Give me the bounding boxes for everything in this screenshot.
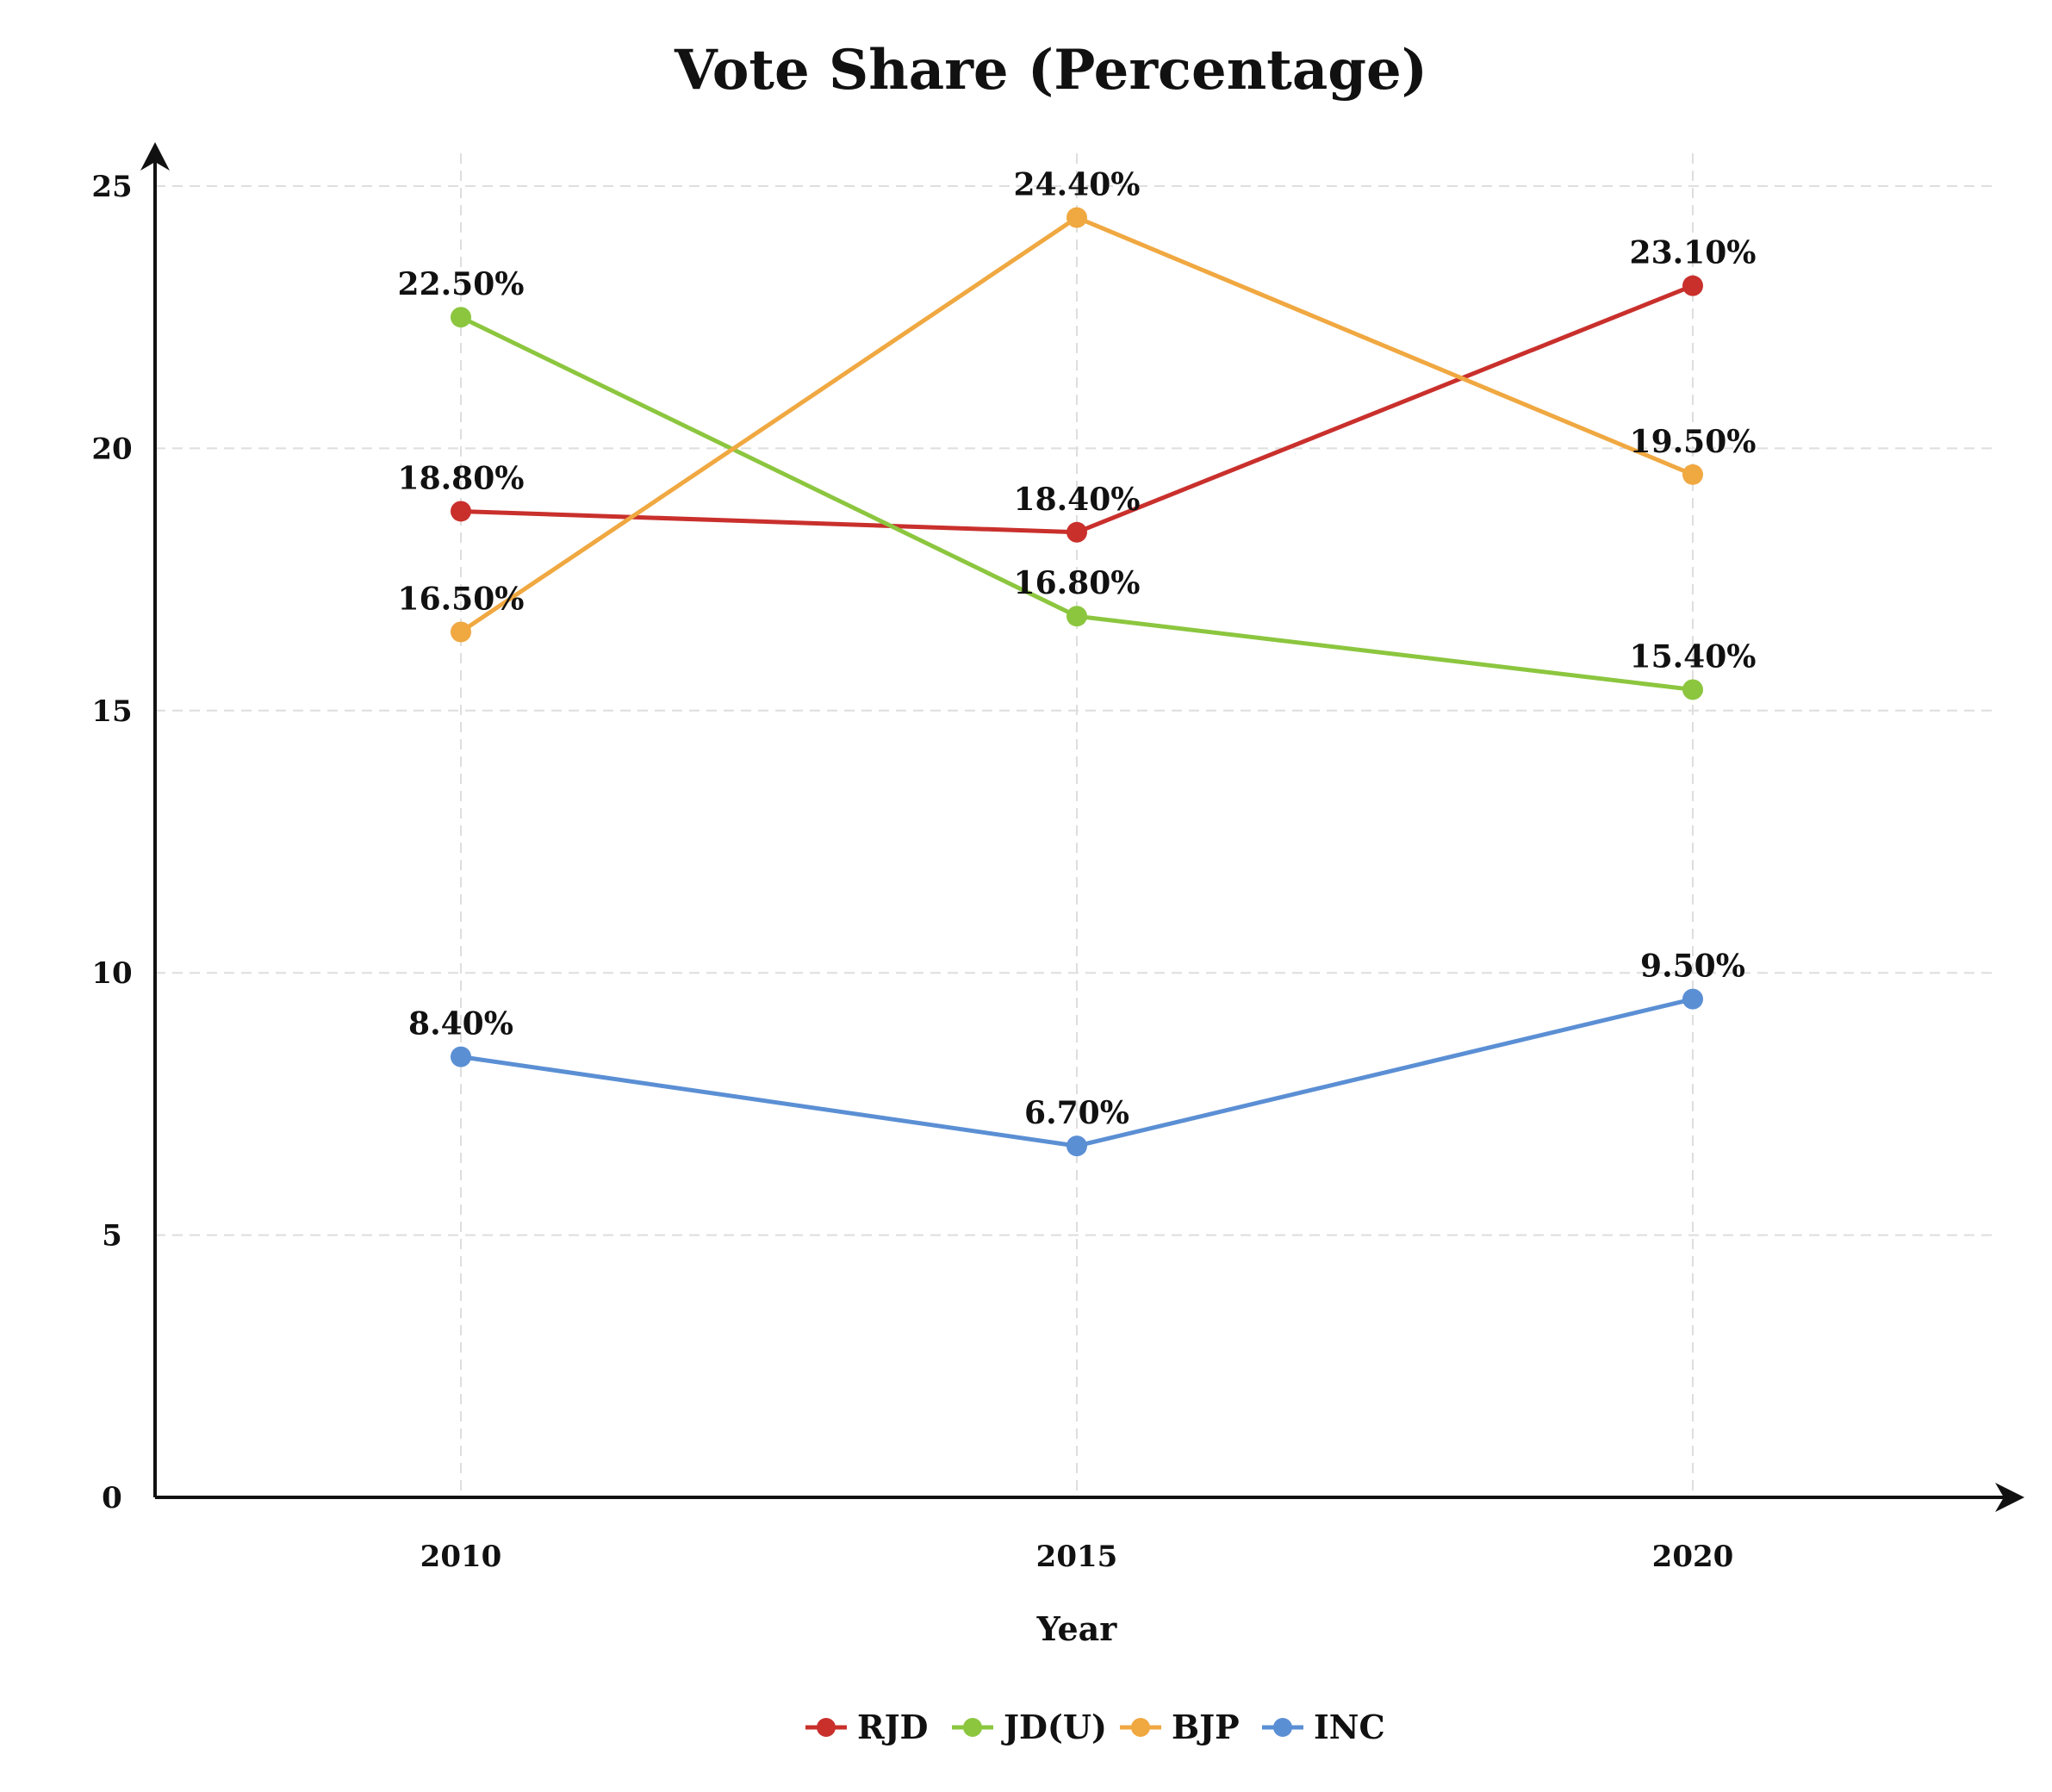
data-point-bjp (1682, 464, 1703, 485)
legend: RJD JD(U) BJP INC (805, 1708, 1385, 1746)
x-tick-label: 2010 (420, 1540, 502, 1574)
data-point-inc (1066, 1136, 1087, 1157)
data-point-rjd (451, 501, 471, 522)
data-label-bjp: 16.50% (398, 581, 525, 617)
y-axis-arrow (140, 142, 170, 171)
legend-label: JD(U) (1001, 1708, 1107, 1746)
y-tick-label: 0 (102, 1481, 122, 1515)
data-label-jdu: 22.50% (398, 266, 525, 302)
data-label-rjd: 23.10% (1630, 235, 1757, 271)
data-point-jdu (1682, 679, 1703, 700)
legend-swatch-dot (1131, 1718, 1150, 1737)
data-point-rjd (1066, 521, 1087, 543)
y-tick-label: 5 (102, 1219, 122, 1254)
legend-item-inc: INC (1262, 1708, 1385, 1746)
legend-label: INC (1314, 1708, 1385, 1746)
data-label-rjd: 18.80% (398, 460, 525, 496)
y-tick-label: 20 (91, 432, 132, 466)
data-label-bjp: 24.40% (1014, 167, 1141, 203)
data-label-inc: 8.40% (408, 1006, 513, 1042)
legend-item-rjd: RJD (805, 1708, 929, 1746)
data-labels: 18.80% 18.40% 23.10% 22.50% 16.80% 15.40% 16.5… (398, 167, 1757, 1132)
x-axis-arrow (1995, 1483, 2024, 1512)
legend-swatch-dot (1273, 1718, 1292, 1737)
legend-label: BJP (1172, 1708, 1240, 1746)
data-point-rjd (1682, 275, 1703, 296)
y-tick-label: 25 (91, 170, 132, 204)
x-tick-label: 2020 (1652, 1540, 1734, 1574)
legend-swatch-dot (817, 1718, 836, 1737)
y-tick-label: 15 (91, 694, 132, 729)
data-point-inc (451, 1046, 471, 1067)
data-label-inc: 6.70% (1024, 1095, 1129, 1131)
data-label-jdu: 15.40% (1630, 638, 1757, 675)
legend-label: RJD (857, 1708, 929, 1746)
data-label-rjd: 18.40% (1014, 482, 1141, 518)
data-point-jdu (451, 307, 471, 328)
grid (155, 153, 1999, 1497)
data-point-bjp (451, 621, 471, 643)
axes: 0 5 10 15 20 25 2010 2015 2020 (91, 142, 2024, 1574)
x-tick-label: 2015 (1036, 1540, 1118, 1574)
legend-item-jdu: JD(U) (952, 1708, 1107, 1746)
y-tick-label: 10 (91, 956, 132, 991)
legend-item-bjp: BJP (1120, 1708, 1240, 1746)
data-point-inc (1682, 988, 1703, 1010)
x-axis-label: Year (1036, 1609, 1118, 1648)
chart-title: Vote Share (Percentage) (674, 38, 1427, 103)
data-label-jdu: 16.80% (1014, 565, 1141, 601)
series-layer (451, 207, 1703, 1157)
data-point-jdu (1066, 606, 1087, 627)
data-label-inc: 9.50% (1640, 949, 1745, 985)
data-point-bjp (1066, 207, 1087, 228)
data-label-bjp: 19.50% (1630, 424, 1757, 460)
legend-swatch-dot (963, 1718, 982, 1737)
